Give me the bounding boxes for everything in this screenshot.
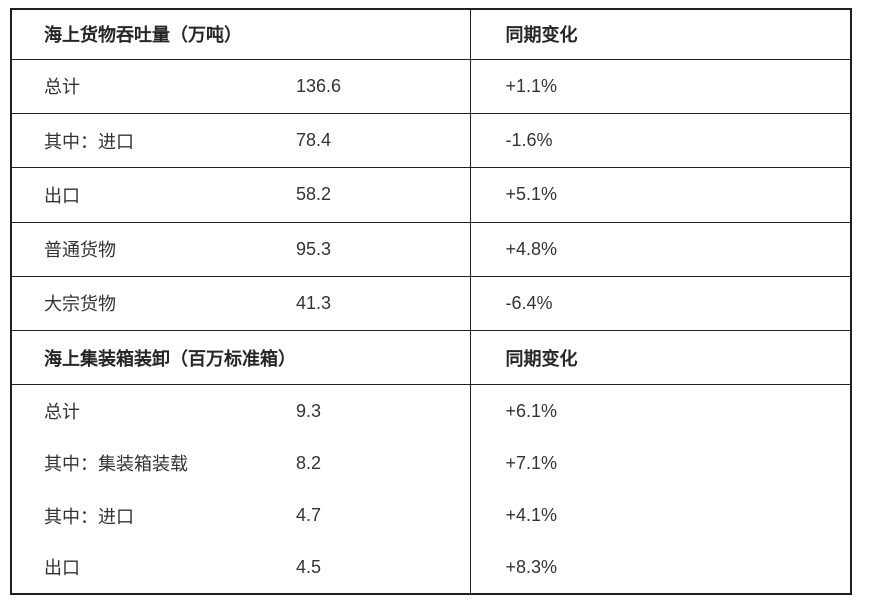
row-value: 41.3 — [294, 276, 470, 332]
row-change: -6.4% — [469, 276, 851, 332]
row-value: 78.4 — [294, 113, 470, 169]
row-label: 总计 — [11, 59, 294, 115]
row-value: 4.5 — [296, 556, 322, 577]
row-change: +1.1% — [469, 59, 851, 115]
row-label: 其中：集装箱装载 — [44, 454, 188, 475]
section-header-row: 海上集装箱装卸（百万标准箱） 同期变化 — [11, 330, 851, 386]
table-row: 总计 136.6 +1.1% — [11, 59, 851, 115]
row-change: +5.1% — [469, 167, 851, 223]
row-change: -1.6% — [469, 113, 851, 169]
row-change: +6.1% — [469, 384, 851, 438]
row-label: 其中：进口 — [11, 113, 294, 169]
table-row: 其中：进口 78.4 -1.6% — [11, 113, 851, 169]
table-row: 其中：集装箱装载 8.2 +7.1% — [11, 437, 851, 490]
row-label: 总计 — [44, 402, 80, 423]
row-value: 58.2 — [294, 167, 470, 223]
row-change: +4.8% — [469, 222, 851, 277]
change-column-header: 同期变化 — [469, 330, 851, 386]
table-row: 大宗货物 41.3 -6.4% — [11, 276, 851, 332]
table-row: 出口 4.5 +8.3% — [11, 541, 851, 594]
row-change: +4.1% — [469, 489, 851, 542]
section-title: 海上集装箱装卸（百万标准箱） — [11, 330, 470, 386]
change-column-header: 同期变化 — [469, 9, 851, 60]
row-value: 8.2 — [296, 452, 322, 473]
section-container-handling: 海上集装箱装卸（百万标准箱） 同期变化 总计 9.3 +6.1% 其中：集装箱装… — [11, 330, 851, 594]
row-value: 9.3 — [296, 400, 322, 421]
row-label: 其中：进口 — [44, 506, 134, 527]
section-cargo-throughput: 海上货物吞吐量（万吨） 同期变化 总计 136.6 +1.1% 其中：进口 78… — [11, 9, 851, 332]
row-label: 出口 — [11, 167, 294, 223]
table-row: 总计 9.3 +6.1% — [11, 384, 851, 438]
row-value: 4.7 — [296, 505, 322, 526]
row-label: 普通货物 — [11, 222, 294, 277]
section-header-row: 海上货物吞吐量（万吨） 同期变化 — [11, 9, 851, 60]
row-value: 136.6 — [294, 59, 470, 115]
row-change: +7.1% — [469, 437, 851, 490]
table-row: 其中：进口 4.7 +4.1% — [11, 489, 851, 542]
row-label: 大宗货物 — [11, 276, 294, 332]
table-row: 出口 58.2 +5.1% — [11, 167, 851, 223]
row-value: 95.3 — [294, 222, 470, 277]
section-title: 海上货物吞吐量（万吨） — [11, 9, 470, 60]
row-label: 出口 — [44, 558, 80, 579]
row-change: +8.3% — [469, 541, 851, 594]
statistics-table: 海上货物吞吐量（万吨） 同期变化 总计 136.6 +1.1% 其中：进口 78… — [10, 8, 852, 595]
table-row: 普通货物 95.3 +4.8% — [11, 222, 851, 277]
